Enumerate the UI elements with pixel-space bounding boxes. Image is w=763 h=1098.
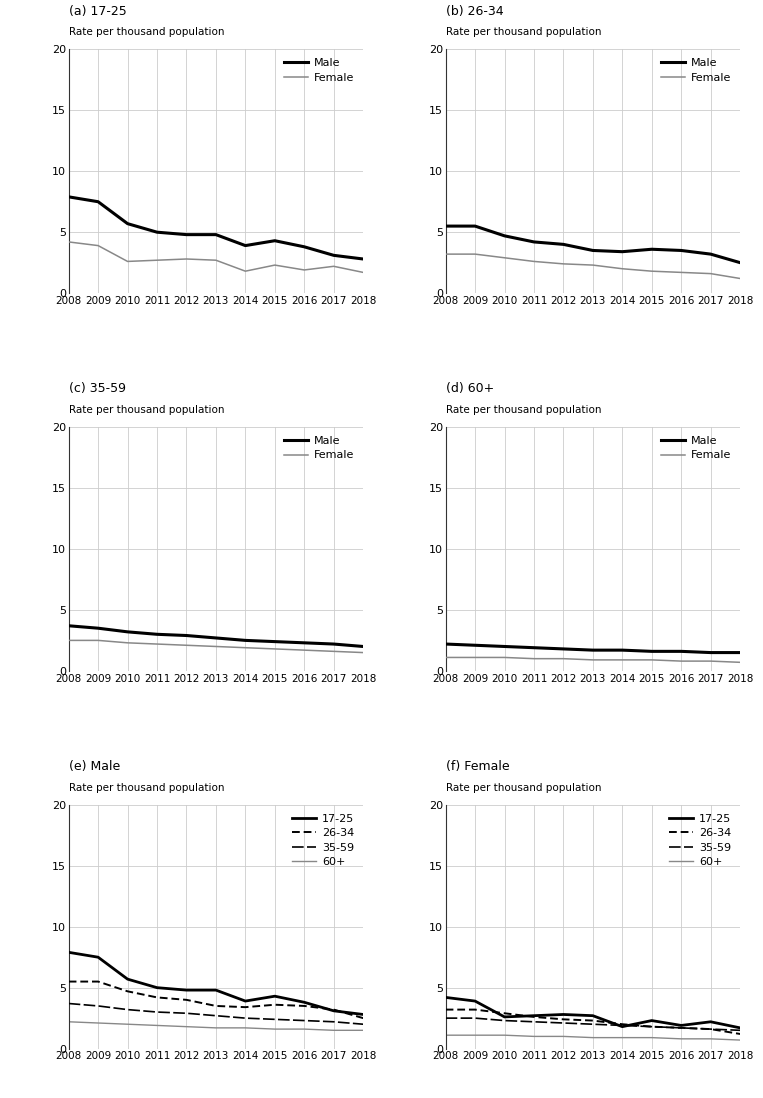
Text: Rate per thousand population: Rate per thousand population: [69, 783, 224, 793]
Legend: Male, Female: Male, Female: [658, 55, 735, 86]
Text: (b) 26-34: (b) 26-34: [446, 4, 504, 18]
Legend: 17-25, 26-34, 35-59, 60+: 17-25, 26-34, 35-59, 60+: [288, 810, 358, 871]
Text: Rate per thousand population: Rate per thousand population: [446, 27, 601, 37]
Text: (c) 35-59: (c) 35-59: [69, 382, 126, 395]
Text: (f) Female: (f) Female: [446, 760, 509, 773]
Text: Rate per thousand population: Rate per thousand population: [69, 27, 224, 37]
Text: Rate per thousand population: Rate per thousand population: [446, 405, 601, 415]
Text: (d) 60+: (d) 60+: [446, 382, 494, 395]
Text: Rate per thousand population: Rate per thousand population: [446, 783, 601, 793]
Legend: Male, Female: Male, Female: [658, 433, 735, 463]
Text: (a) 17-25: (a) 17-25: [69, 4, 127, 18]
Legend: Male, Female: Male, Female: [281, 55, 358, 86]
Text: Rate per thousand population: Rate per thousand population: [69, 405, 224, 415]
Text: (e) Male: (e) Male: [69, 760, 120, 773]
Legend: 17-25, 26-34, 35-59, 60+: 17-25, 26-34, 35-59, 60+: [665, 810, 735, 871]
Legend: Male, Female: Male, Female: [281, 433, 358, 463]
